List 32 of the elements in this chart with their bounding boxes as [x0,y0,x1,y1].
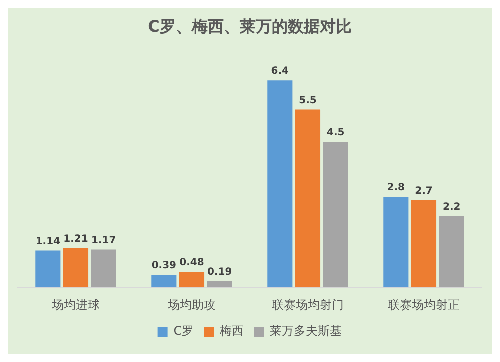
bar [152,274,177,288]
data-label: 2.8 [387,182,406,194]
bar [323,142,348,288]
data-label: 0.19 [207,267,232,278]
data-label: 1.21 [64,234,88,246]
bar [384,197,409,288]
x-tick-label: 联赛场均射正 [388,298,460,312]
x-tick-label: 场均进球 [51,298,100,312]
bar [295,110,321,288]
chart-title: C罗、梅西、莱万的数据对比 [148,16,352,36]
bar [439,216,464,288]
bar [63,248,89,288]
data-label: 2.7 [415,186,433,197]
legend-label: 莱万多夫斯基 [270,324,342,338]
data-label: 2.2 [442,202,461,214]
bar [91,250,116,288]
data-label: 4.5 [326,128,345,139]
bar [36,250,61,288]
bar [207,281,232,288]
bar [411,200,437,288]
data-label: 0.39 [152,260,177,272]
data-label: 0.48 [180,258,204,269]
x-tick-label: 联赛场均射门 [272,298,344,312]
legend-label: 梅西 [219,324,244,338]
data-label: 5.5 [299,95,317,106]
x-tick-label: 场均助攻 [167,298,216,312]
data-label: 1.14 [36,236,61,248]
bar [179,272,205,288]
data-label: 1.17 [91,235,116,246]
bar [268,80,293,288]
data-label: 6.4 [271,66,290,78]
legend-label: C罗 [174,324,194,338]
